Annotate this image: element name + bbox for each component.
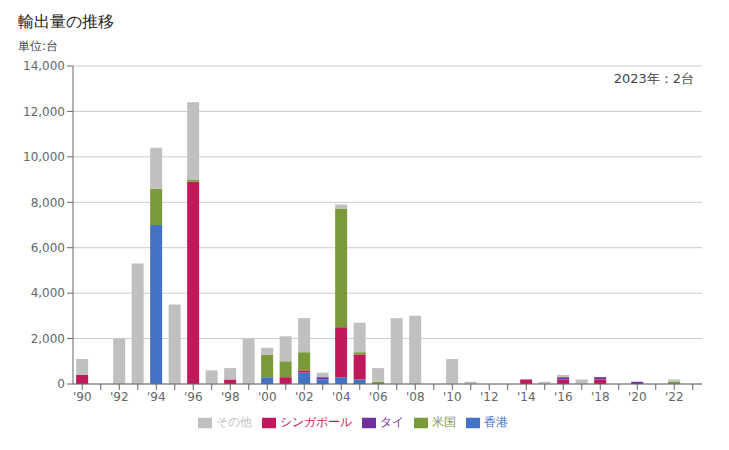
svg-text:'96: '96: [184, 390, 203, 404]
svg-text:2,000: 2,000: [31, 332, 65, 346]
svg-text:'02: '02: [295, 390, 314, 404]
svg-text:'00: '00: [258, 390, 277, 404]
svg-text:'14: '14: [517, 390, 536, 404]
svg-text:6,000: 6,000: [31, 241, 65, 255]
html-text:2023年：2台: 2023年：2台: [613, 71, 694, 86]
svg-text:0: 0: [57, 377, 65, 391]
html-text:輸出量の推移: 輸出量の推移: [18, 12, 114, 31]
svg-text:'92: '92: [110, 390, 129, 404]
html-text:単位:台: 単位:台: [18, 39, 58, 53]
html-text:シンガポール: シンガポール: [279, 415, 352, 429]
svg-text:'22: '22: [665, 390, 684, 404]
html-text:その他: その他: [215, 415, 252, 429]
svg-text:12,000: 12,000: [23, 105, 65, 119]
svg-text:'98: '98: [221, 390, 240, 404]
svg-text:'20: '20: [628, 390, 647, 404]
svg-text:'16: '16: [554, 390, 573, 404]
html-text:香港: 香港: [483, 415, 508, 429]
svg-text:'08: '08: [406, 390, 425, 404]
svg-text:'10: '10: [443, 390, 462, 404]
svg-text:14,000: 14,000: [23, 59, 65, 73]
html-text:タイ: タイ: [379, 415, 404, 429]
svg-text:10,000: 10,000: [23, 150, 65, 164]
svg-text:'94: '94: [147, 390, 166, 404]
html-text:米国: 米国: [431, 415, 456, 429]
svg-text:'04: '04: [332, 390, 351, 404]
svg-text:'06: '06: [369, 390, 388, 404]
svg-text:'18: '18: [591, 390, 610, 404]
svg-text:'12: '12: [480, 390, 499, 404]
svg-text:'90: '90: [73, 390, 92, 404]
svg-text:4,000: 4,000: [31, 286, 65, 300]
svg-text:8,000: 8,000: [31, 196, 65, 210]
